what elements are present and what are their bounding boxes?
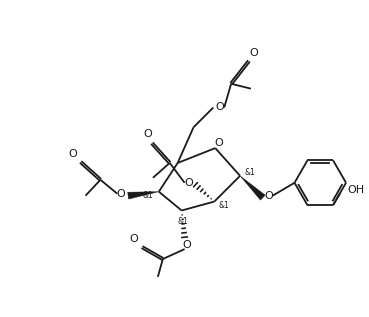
Text: O: O — [144, 129, 152, 139]
Text: O: O — [130, 234, 138, 244]
Text: &1: &1 — [142, 191, 154, 200]
Text: O: O — [68, 149, 77, 159]
Text: O: O — [249, 48, 258, 58]
Polygon shape — [240, 176, 265, 200]
Text: O: O — [216, 102, 225, 113]
Text: OH: OH — [347, 185, 364, 195]
Text: O: O — [265, 191, 273, 201]
Text: &1: &1 — [219, 201, 230, 210]
Text: O: O — [182, 240, 191, 250]
Text: &1: &1 — [245, 168, 255, 177]
Polygon shape — [128, 192, 159, 199]
Text: O: O — [117, 189, 125, 199]
Text: O: O — [214, 138, 223, 148]
Text: O: O — [184, 178, 193, 188]
Text: &1: &1 — [177, 217, 188, 226]
